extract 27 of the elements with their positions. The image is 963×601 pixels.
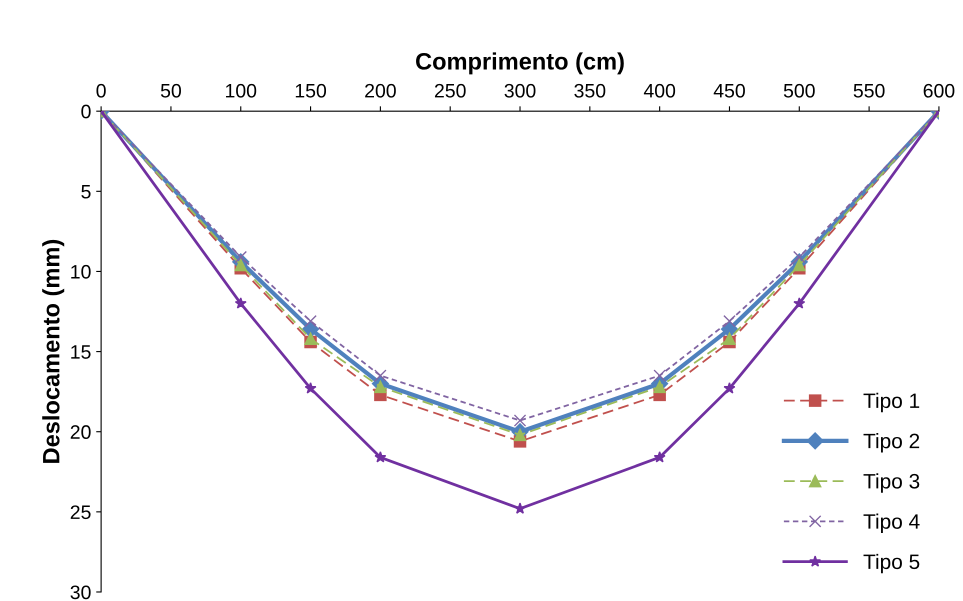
x-tick-label: 50 <box>160 84 181 98</box>
legend-label: Tipo 2 <box>864 433 920 452</box>
x-tick-label: 500 <box>784 84 815 98</box>
legend-label: Tipo 5 <box>864 554 920 574</box>
x-tick-label: 250 <box>434 84 466 98</box>
y-tick-label: 30 <box>70 585 91 600</box>
x-tick-label: 300 <box>504 84 536 98</box>
y-tick-label: 15 <box>71 345 91 359</box>
y-tick-label: 20 <box>70 425 91 439</box>
legend-label: Tipo 1 <box>864 392 920 412</box>
y-tick-label: 5 <box>81 184 91 199</box>
x-tick-label: 600 <box>924 84 954 98</box>
y-tick-label: 0 <box>81 104 91 118</box>
x-tick-label: 450 <box>714 84 745 98</box>
x-tick-label: 0 <box>96 84 106 98</box>
x-tick-label: 350 <box>574 84 606 98</box>
x-tick-label: 150 <box>296 84 326 98</box>
legend-label: Tipo 3 <box>864 473 920 493</box>
y-tick-label: 10 <box>71 264 91 279</box>
x-tick-label: 400 <box>644 84 676 98</box>
y-axis-title: Deslocamento (mm) <box>42 240 64 463</box>
x-tick-label: 550 <box>854 84 885 98</box>
y-tick-label: 25 <box>70 505 91 520</box>
legend-label: Tipo 4 <box>864 514 920 533</box>
x-axis-title: Comprimento (cm) <box>416 52 624 74</box>
x-tick-label: 200 <box>365 84 396 98</box>
x-tick-label: 100 <box>226 84 256 98</box>
